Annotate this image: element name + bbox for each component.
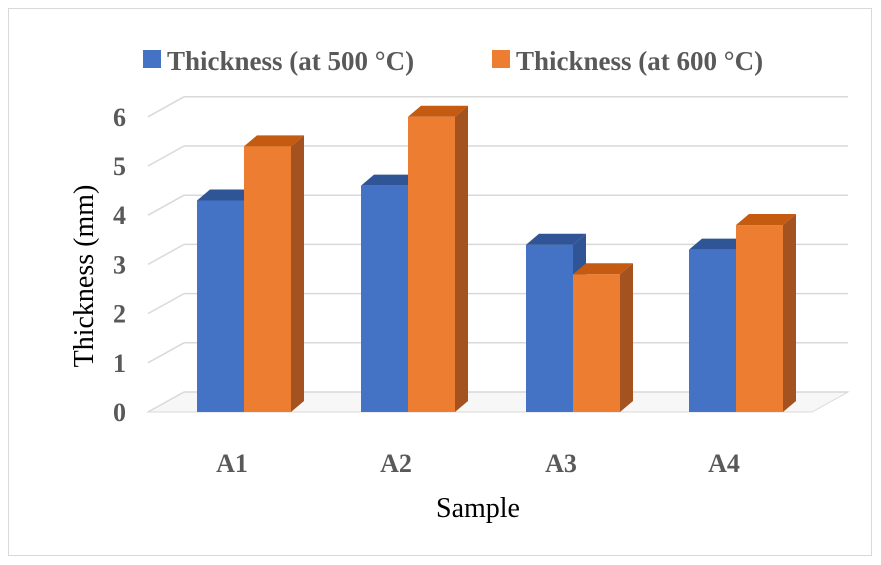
gridline-depth-1	[147, 342, 185, 364]
y-axis-title: Thickness (mm)	[69, 185, 100, 368]
gridline-depth-3	[147, 243, 185, 266]
y-tick-label-3: 3	[113, 250, 126, 279]
bar-front-a1-2	[244, 146, 291, 412]
gridline-depth-0	[147, 391, 185, 413]
bars	[197, 105, 796, 413]
bar-top-a3-1	[526, 233, 586, 245]
bar-side-a2-2	[455, 105, 468, 413]
gridline-depth-4	[147, 194, 185, 216]
y-axis-ticks: 0 1 2 3 4 5 6	[113, 103, 126, 427]
bar-front-a4-1	[689, 249, 736, 412]
gridline-depth-5	[147, 145, 185, 167]
legend-label-600c: Thickness (at 600 °C)	[516, 46, 763, 76]
y-tick-label-5: 5	[113, 152, 126, 181]
x-tick-label-a3: A3	[545, 449, 577, 478]
y-tick-label-2: 2	[113, 300, 126, 329]
legend-label-500c: Thickness (at 500 °C)	[167, 46, 414, 76]
bar-side-a1-2	[291, 135, 304, 412]
y-tick-label-1: 1	[113, 349, 126, 378]
bar-top-a2-2	[408, 105, 468, 117]
gridline-depth-2	[147, 292, 185, 315]
legend-swatch-500c	[143, 50, 161, 68]
bar-top-a1-2	[244, 135, 304, 147]
x-tick-label-a2: A2	[380, 449, 412, 478]
bar-front-a2-2	[408, 116, 455, 413]
bar-a4-series-2	[736, 214, 796, 412]
bar-top-a3-2	[573, 263, 633, 275]
bar-a3-series-2	[573, 263, 633, 412]
gridline-depth-6	[147, 96, 185, 118]
bar-top-a2-1	[361, 174, 421, 186]
x-tick-label-a4: A4	[708, 449, 740, 478]
bar-side-a3-2	[620, 263, 633, 412]
y-tick-label-6: 6	[113, 103, 126, 132]
bar-a2-series-2	[408, 105, 468, 413]
legend: Thickness (at 500 °C) Thickness (at 600 …	[143, 46, 763, 76]
bar-top-a4-1	[689, 238, 749, 250]
bar-side-a4-2	[783, 214, 796, 412]
x-axis-title: Sample	[436, 493, 520, 524]
y-tick-label-4: 4	[113, 201, 126, 230]
bar-front-a3-1	[526, 244, 573, 412]
bar-front-a2-1	[361, 185, 408, 412]
bar-a1-series-2	[244, 135, 304, 412]
bar-front-a1-1	[197, 200, 244, 412]
bar-top-a1-1	[197, 189, 257, 201]
x-tick-label-a1: A1	[216, 449, 248, 478]
legend-swatch-600c	[492, 50, 510, 68]
x-axis-ticks: A1 A2 A3 A4	[216, 449, 740, 478]
y-tick-label-0: 0	[113, 398, 126, 427]
bar-front-a3-2	[573, 274, 620, 412]
bar-top-a4-2	[736, 214, 796, 226]
bar-front-a4-2	[736, 225, 783, 412]
